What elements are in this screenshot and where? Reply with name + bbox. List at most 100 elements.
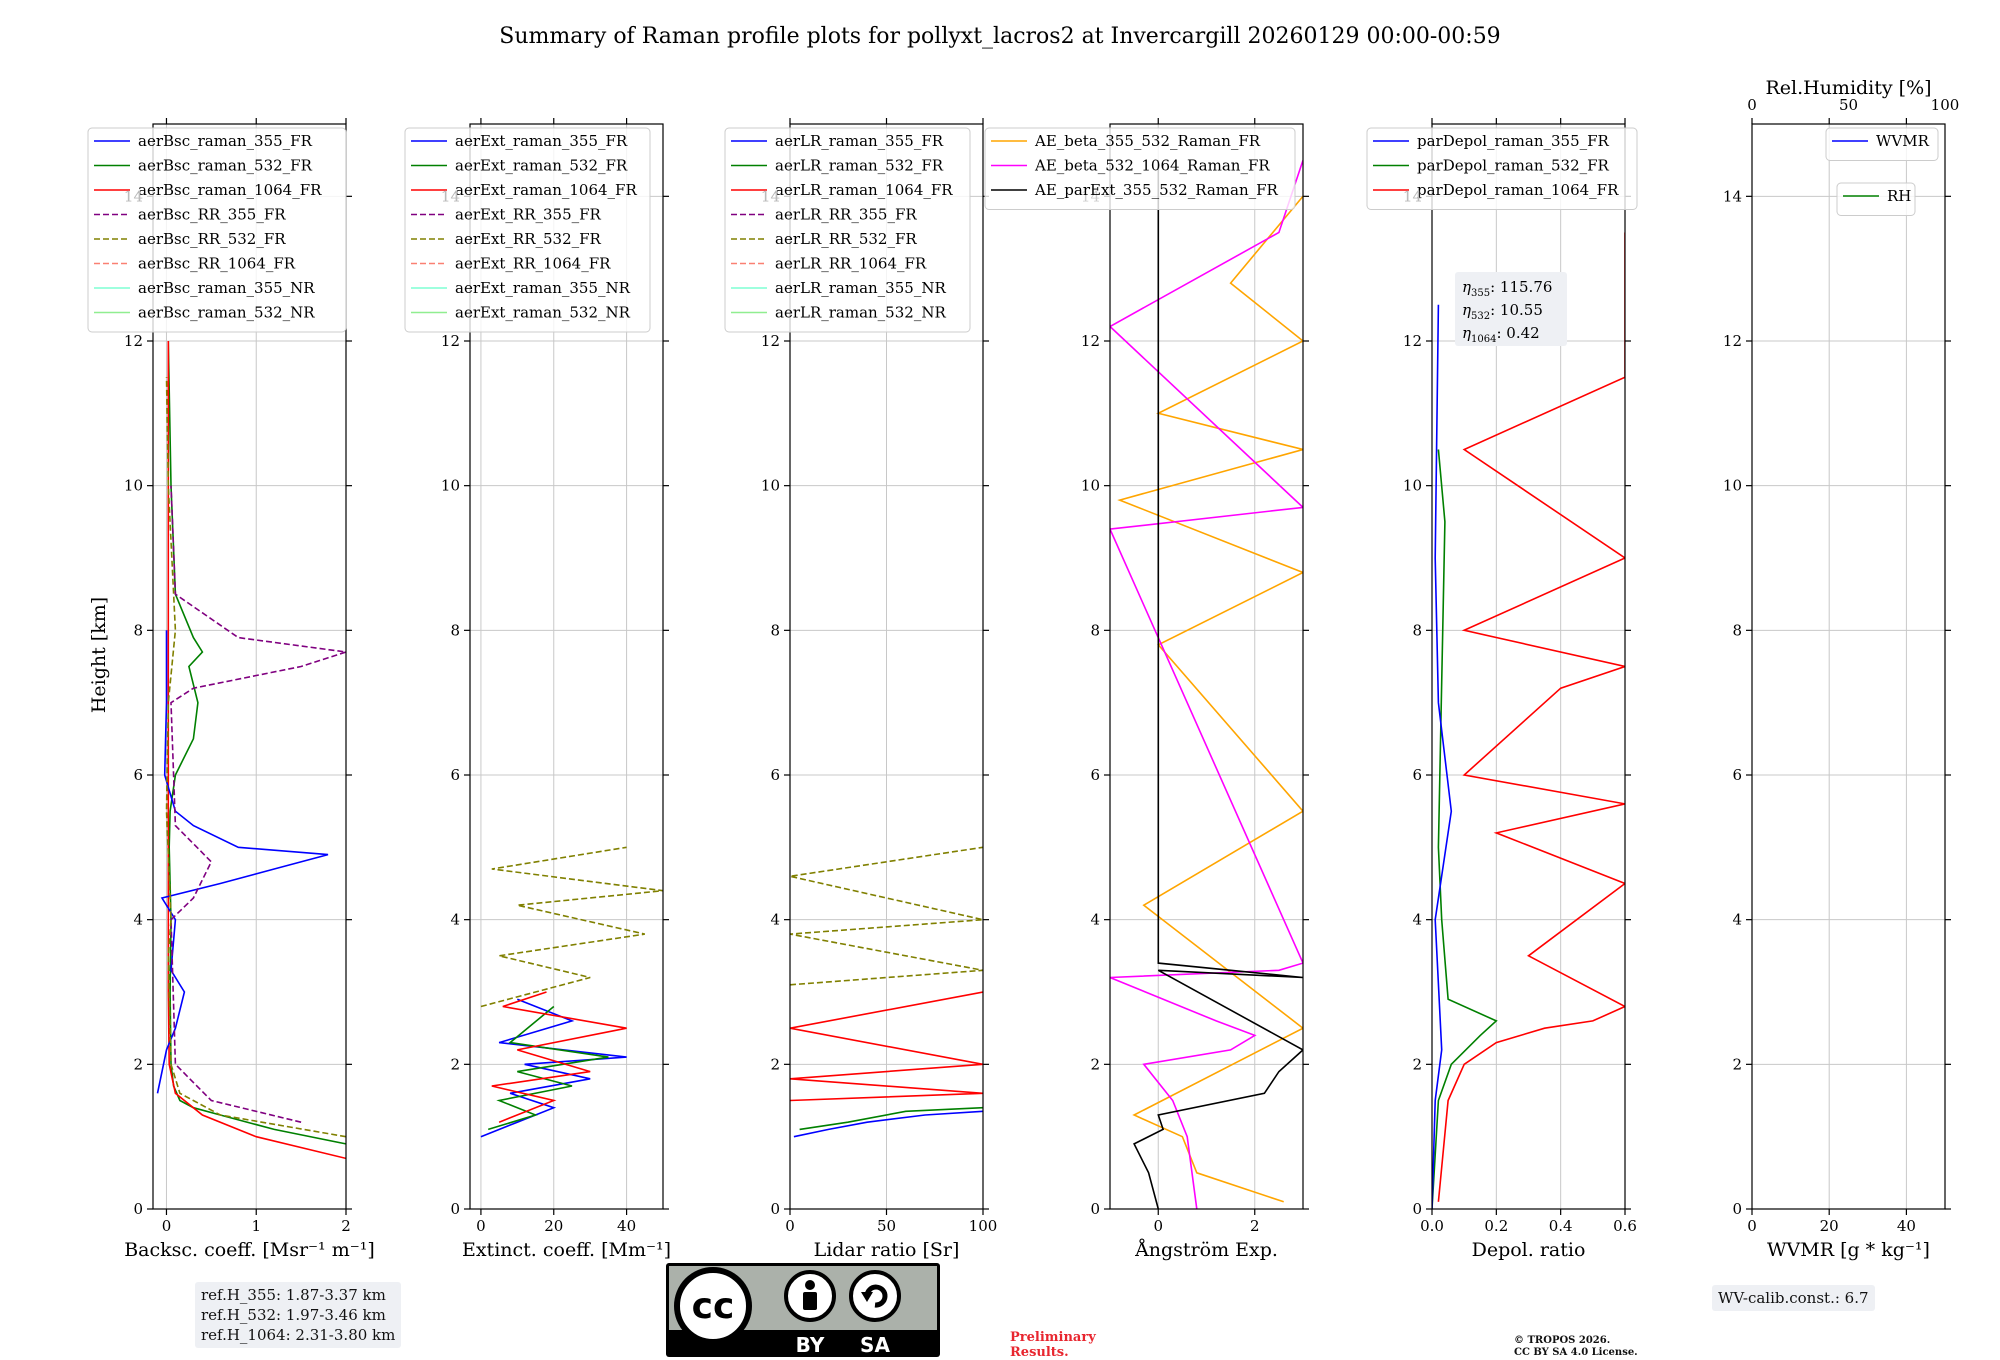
ytick-label-dep: 12	[1403, 332, 1422, 350]
ytick-label-14-faint: 14	[124, 187, 143, 205]
series-AE_beta_355_532_Raman_FR	[1117, 195, 1303, 1203]
ytick-label-ext: 4	[450, 911, 460, 929]
panel-wv: 0 2 4 6 8 10 12 14 0 20 40 WVMR [g * kg⁻¹] Rel.Humid…	[1723, 77, 1959, 1261]
plot-area-lr	[790, 846, 983, 1138]
ytick-label-14-faint: 14	[1403, 187, 1422, 205]
legend-label: aerBsc_RR_532_FR	[138, 230, 286, 248]
ytick-label-lr: 0	[770, 1200, 780, 1218]
top-tick-label: 0	[1747, 96, 1757, 114]
xtick-label-lr: 0	[785, 1217, 795, 1235]
plot-area-dep	[1432, 232, 1625, 1209]
ytick-label-ext: 2	[450, 1055, 460, 1073]
person-head-icon	[805, 1280, 815, 1290]
plot-area-ae	[1110, 159, 1303, 1209]
legend-label: aerExt_raman_355_NR	[455, 279, 631, 297]
ytick-label-bsc: 8	[133, 621, 143, 639]
series-aerBsc_RR_355_FR	[170, 485, 346, 1123]
ref-height-532: ref.H_532: 1.97-3.46 km	[201, 1306, 386, 1324]
legend-dep-frame	[1366, 127, 1638, 210]
legend-label: aerExt_RR_532_FR	[455, 230, 602, 248]
legend-bsc: aerBsc_raman_355_FR aerBsc_raman_532_FRae…	[87, 127, 347, 333]
series-aerLR_raman_532_FR	[799, 1106, 983, 1131]
figure-title: Summary of Raman profile plots for polly…	[499, 24, 1500, 49]
panel-ext: 0 2 4 6 8 10 12 14 0 20 40 Extinct. coeff. [Mm⁻¹] ae…	[404, 118, 671, 1261]
ytick-label-14-faint: 14	[441, 187, 460, 205]
ytick-label-ae: 10	[1081, 477, 1100, 495]
xlabel-wv: WVMR [g * kg⁻¹]	[1767, 1239, 1930, 1261]
eta-532: η532: 10.55	[1462, 301, 1543, 322]
xtick-label-ae: 0	[1153, 1217, 1163, 1235]
plot-area-ext	[480, 846, 663, 1138]
ytick-label-dep: 4	[1412, 911, 1422, 929]
legend-label: aerBsc_raman_355_NR	[138, 279, 315, 297]
y-axis-label: Height [km]	[88, 597, 110, 713]
top-tick-label: 100	[1931, 96, 1960, 114]
ytick-label-ae: 12	[1081, 332, 1100, 350]
legend-label: aerLR_RR_1064_FR	[775, 255, 927, 273]
legend-ae-frame	[984, 127, 1296, 210]
legend-label: aerExt_raman_532_NR	[455, 304, 631, 322]
series-aerLR_raman_355_FR	[793, 1110, 983, 1138]
series-aerExt_raman_532_FR	[487, 1005, 609, 1131]
axes-frame-dep	[1431, 123, 1626, 1210]
panel-group: 02468101214012Backsc. coeff. [Msr⁻¹ m⁻¹]…	[87, 77, 1959, 1261]
ytick-label-ae: 0	[1090, 1200, 1100, 1218]
ytick-label-ae: 8	[1090, 621, 1100, 639]
copyright-note: © TROPOS 2026. CC BY SA 4.0 License.	[1514, 1335, 1638, 1359]
ytick-label-lr: 10	[761, 477, 780, 495]
xtick-label-dep: 0.6	[1613, 1217, 1637, 1235]
ytick-label-lr: 12	[761, 332, 780, 350]
share-alike-arrow-icon	[861, 1292, 873, 1302]
ytick-label-ae: 2	[1090, 1055, 1100, 1073]
xtick-label-wv: 40	[1897, 1217, 1916, 1235]
cc-logo-text: cc	[692, 1286, 735, 1327]
ytick-label-wv: 14	[1723, 187, 1742, 205]
legend-label: aerBsc_raman_1064_FR	[138, 181, 322, 199]
legend-label: parDepol_raman_355_FR	[1417, 132, 1610, 150]
ytick-label-bsc: 10	[124, 477, 143, 495]
ytick-label-wv: 2	[1732, 1055, 1742, 1073]
cc-by-sa-license-badge: cc BY SA	[666, 1263, 940, 1357]
ytick-label-ae: 6	[1090, 766, 1100, 784]
series-aerBsc_raman_1064_FR	[167, 341, 346, 1160]
ytick-label-lr: 8	[770, 621, 780, 639]
legend-rh-frame	[1836, 182, 1916, 216]
legend-ext-frame	[404, 127, 651, 333]
legend-label: aerBsc_RR_1064_FR	[138, 255, 296, 273]
legend-label: parDepol_raman_1064_FR	[1417, 181, 1619, 199]
panel-lr: 0 2 4 6 8 10 12 14 0 50 100 Lidar ratio [Sr] aerLR_r…	[724, 118, 997, 1261]
ytick-label-14-faint: 14	[761, 187, 780, 205]
legend-label: aerExt_RR_355_FR	[455, 206, 602, 224]
legend-label: WVMR	[1876, 132, 1930, 150]
ytick-label-bsc: 2	[133, 1055, 143, 1073]
ytick-label-lr: 4	[770, 911, 780, 929]
series-aerExt_raman_1064_FR	[491, 991, 627, 1123]
legend-lr: aerLR_raman_355_FR aerLR_raman_532_FR aerL…	[724, 127, 971, 333]
eta-355: η355: 115.76	[1462, 278, 1552, 299]
legend-label: aerBsc_raman_532_NR	[138, 304, 315, 322]
xlabel-ae: Ångström Exp.	[1134, 1239, 1278, 1261]
xtick-label-ext: 0	[476, 1217, 486, 1235]
legend-rh: RH	[1836, 182, 1916, 216]
legend-lr-frame	[724, 127, 971, 333]
ytick-label-wv: 4	[1732, 911, 1742, 929]
series-parDepol_raman_355_FR	[1432, 304, 1453, 1209]
axes-frame-ext	[469, 123, 664, 1210]
legend-label: aerLR_RR_532_FR	[775, 230, 917, 248]
ytick-label-wv: 0	[1732, 1200, 1742, 1218]
preliminary-line-1: Preliminary	[1010, 1330, 1096, 1345]
legend-ext: aerExt_raman_355_FR aerExt_raman_532_FRae…	[404, 127, 651, 333]
ref-height-1064: ref.H_1064: 2.31-3.80 km	[201, 1326, 396, 1344]
ytick-label-dep: 8	[1412, 621, 1422, 639]
panel-dep: 0 2 4 6 8 10 12 14 0.0 0.2 0.4 0.6 Depol. ratio parDe…	[1366, 118, 1638, 1261]
preliminary-line-2: Results.	[1010, 1345, 1069, 1360]
legend-label: AE_beta_532_1064_Raman_FR	[1034, 157, 1270, 175]
legend-wvmr: WVMR	[1825, 127, 1939, 161]
ytick-label-wv: 6	[1732, 766, 1742, 784]
legend-ae: AE_beta_355_532_Raman_FR AE_beta_532_1064…	[984, 127, 1296, 210]
share-alike-arc-icon	[864, 1284, 888, 1308]
copyright-line-2: CC BY SA 4.0 License.	[1514, 1347, 1638, 1358]
top-axis-label: Rel.Humidity [%]	[1765, 77, 1931, 99]
series-aerLR_RR_532_FR	[790, 846, 983, 986]
